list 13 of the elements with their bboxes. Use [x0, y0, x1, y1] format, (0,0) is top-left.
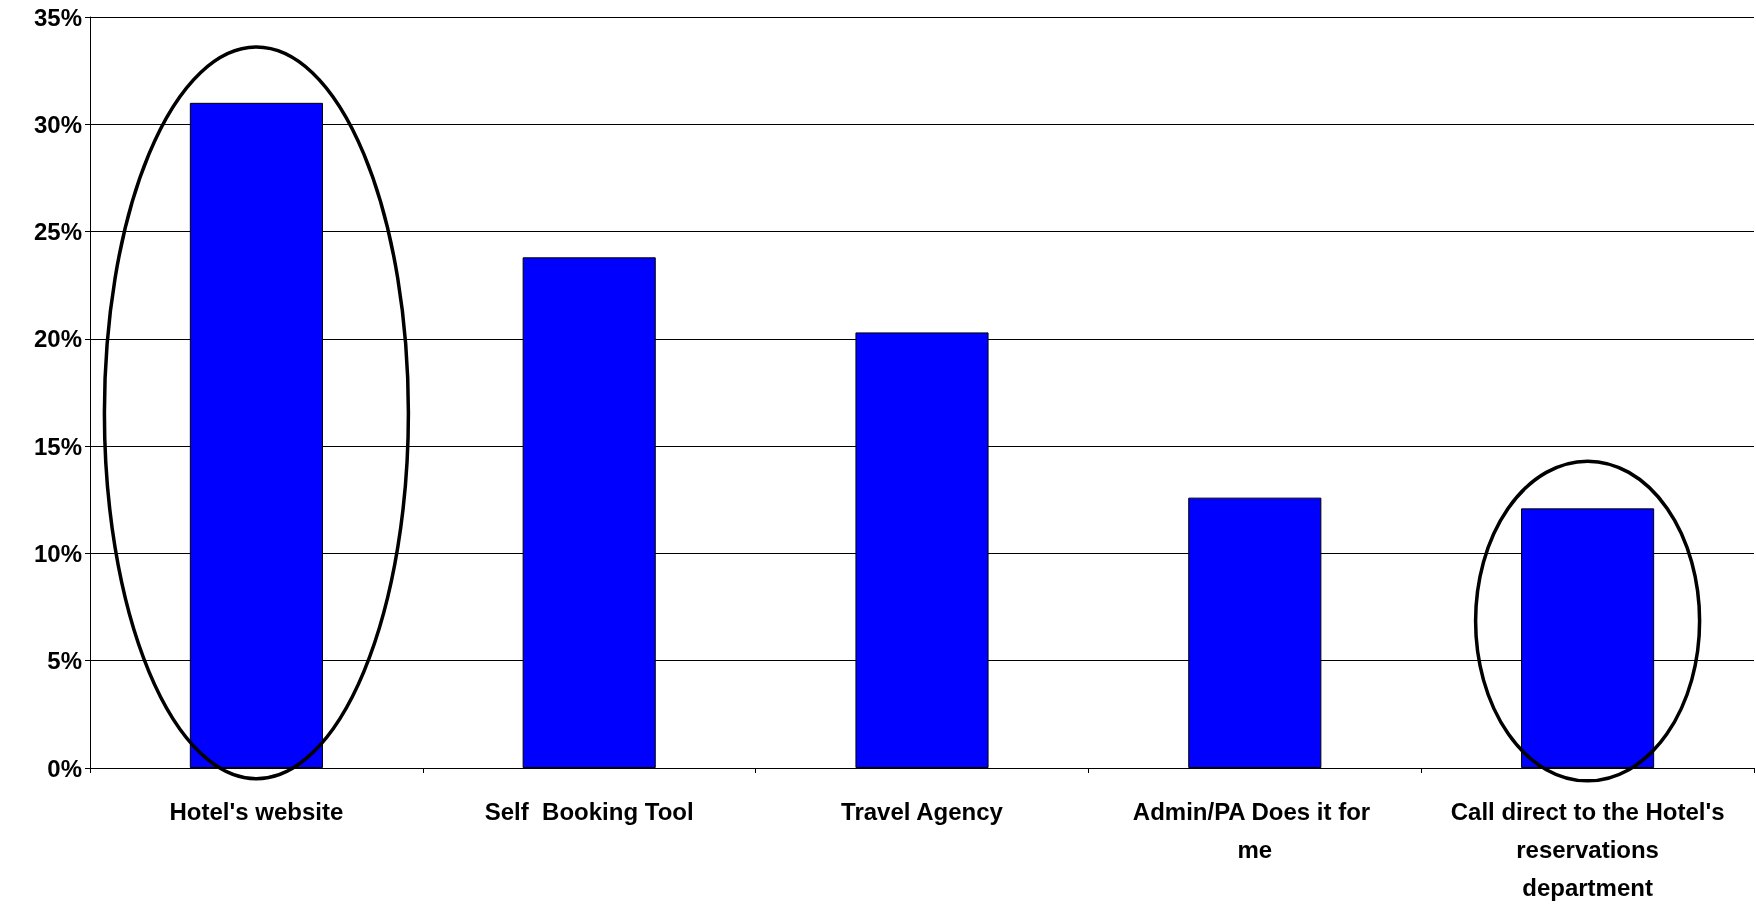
x-tick-label: Travel Agency — [841, 797, 1004, 825]
y-tick-label: 5% — [47, 647, 82, 675]
y-tick-label: 35% — [33, 3, 82, 31]
x-tick-label: Call direct to the Hotel's reservations department — [1450, 797, 1725, 901]
y-tick-label: 30% — [33, 110, 82, 138]
y-tick-label: 20% — [33, 325, 82, 353]
y-tick-label: 0% — [47, 754, 82, 782]
x-tick-label: Self Booking Tool — [484, 797, 694, 825]
y-tick-label: 15% — [33, 432, 82, 460]
y-tick-label: 10% — [33, 539, 82, 567]
x-tick-label: Hotel's website — [169, 797, 344, 825]
x-tick-label: Admin/PA Does it for me — [1132, 797, 1377, 863]
y-tick-label: 25% — [33, 218, 82, 246]
